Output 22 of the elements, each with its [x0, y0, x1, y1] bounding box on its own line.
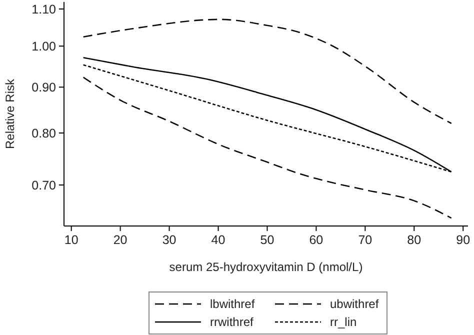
y-tick-label: 0.80	[32, 126, 56, 140]
x-tick-label: 80	[407, 233, 422, 247]
y-tick-label: 0.70	[32, 178, 56, 192]
x-tick-label: 20	[113, 233, 128, 247]
x-tick-label: 40	[211, 233, 226, 247]
x-tick-label: 10	[64, 233, 78, 247]
y-tick-label: 1.00	[32, 39, 56, 54]
x-tick-label: 60	[309, 233, 324, 247]
x-tick-label: 30	[162, 233, 176, 247]
legend-label: ubwithref	[330, 297, 380, 312]
x-axis-title: serum 25-hydroxyvitamin D (nmol/L)	[169, 260, 363, 274]
y-tick-label: 0.90	[32, 80, 56, 95]
legend-label: rr_lin	[330, 315, 357, 330]
line-series	[82, 76, 452, 219]
x-tick-label: 90	[456, 233, 470, 247]
legend-label: lbwithref	[210, 297, 256, 312]
line-series	[82, 18, 452, 124]
legend-label: rrwithref	[210, 315, 254, 330]
x-tick-label: 50	[260, 233, 274, 247]
y-axis-title: Relative Risk	[3, 78, 17, 150]
y-tick-label: 1.10	[32, 2, 56, 16]
x-tick-label: 70	[358, 233, 372, 247]
